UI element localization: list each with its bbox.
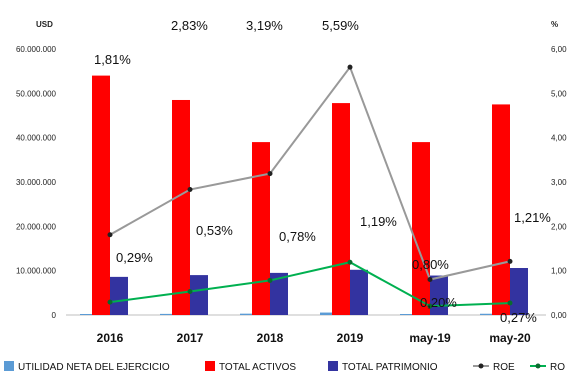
bar-total-activos [92, 75, 110, 315]
data-label-roe: 1,81% [94, 52, 131, 67]
y-right-tick-label: 3,00 [551, 178, 567, 187]
bar-total-patrimonio [350, 269, 368, 315]
point-ro [507, 300, 513, 306]
bar-utilidad-neta-del-ejercicio [80, 314, 92, 315]
bar-total-activos [492, 104, 510, 316]
bar-utilidad-neta-del-ejercicio [240, 313, 252, 315]
point-roe [507, 258, 513, 264]
bar-utilidad-neta-del-ejercicio [160, 313, 172, 315]
bar-total-activos [332, 103, 350, 315]
y-left-tick-label: 50.000.000 [16, 89, 57, 98]
legend-label-total-patrimonio: TOTAL PATRIMONIO [342, 362, 438, 373]
legend-label-roe: ROE [493, 362, 515, 373]
bar-total-patrimonio [190, 275, 208, 315]
y-right-tick-label: 1,00 [551, 267, 567, 276]
legend-label-ro: RO [550, 362, 565, 373]
y-right-tick-label: 0,00 [551, 311, 567, 320]
legend-marker-roe [478, 363, 484, 369]
bar-utilidad-neta-del-ejercicio [480, 313, 492, 315]
point-roe [347, 64, 353, 70]
point-roe [427, 277, 433, 283]
y-right-tick-label: 2,00 [551, 222, 567, 231]
data-label-roe: 1,21% [514, 210, 551, 225]
y-left-tick-label: 30.000.000 [16, 178, 57, 187]
x-tick-label: may-19 [409, 331, 451, 345]
data-label-ro: 0,29% [116, 250, 153, 265]
y-left-tick-label: 60.000.000 [16, 45, 57, 54]
bar-utilidad-neta-del-ejercicio [400, 314, 412, 315]
x-tick-label: 2017 [177, 331, 204, 345]
y-right-tick-label: 6,00 [551, 45, 567, 54]
legend-swatch-total-patrimonio [328, 361, 338, 371]
legend-swatch-total-activos [205, 361, 215, 371]
bar-total-activos [252, 142, 270, 315]
data-label-ro: 0,27% [500, 310, 537, 325]
bar-total-patrimonio [510, 268, 528, 315]
data-label-roe: 0,80% [412, 257, 449, 272]
data-label-roe: 5,59% [322, 18, 359, 33]
y-right-tick-label: 5,00 [551, 89, 567, 98]
x-tick-label: 2018 [257, 331, 284, 345]
point-ro [427, 303, 433, 309]
bar-total-activos [172, 99, 190, 315]
data-label-ro: 0,20% [420, 295, 457, 310]
y-left-tick-label: 40.000.000 [16, 134, 57, 143]
legend-marker-ro [535, 363, 541, 369]
bar-total-patrimonio [110, 276, 128, 315]
point-roe [267, 171, 273, 177]
legend-label-total-activos: TOTAL ACTIVOS [219, 362, 296, 373]
line-roe [109, 65, 511, 281]
y-right-unit: % [551, 20, 558, 29]
x-tick-label: 2019 [337, 331, 364, 345]
x-tick-label: may-20 [489, 331, 531, 345]
y-left-tick-label: 0 [52, 311, 57, 320]
point-roe [187, 187, 193, 193]
data-label-roe: 3,19% [246, 18, 283, 33]
line-ro [109, 261, 511, 308]
legend-label-utilidad-neta-del-ejercicio: UTILIDAD NETA DEL EJERCICIO [18, 362, 170, 373]
bar-total-activos [412, 142, 430, 315]
point-ro [187, 289, 193, 295]
point-ro [267, 277, 273, 283]
bar-total-patrimonio [270, 272, 288, 315]
y-right-tick-label: 4,00 [551, 134, 567, 143]
legend-swatch-utilidad-neta-del-ejercicio [4, 361, 14, 371]
x-tick-label: 2016 [97, 331, 124, 345]
data-label-ro: 0,53% [196, 223, 233, 238]
y-left-unit: USD [36, 20, 53, 29]
data-label-ro: 1,19% [360, 214, 397, 229]
point-ro [347, 259, 353, 265]
y-left-tick-label: 10.000.000 [16, 267, 57, 276]
point-ro [107, 299, 113, 305]
data-label-roe: 2,83% [171, 18, 208, 33]
point-roe [107, 232, 113, 238]
y-left-tick-label: 20.000.000 [16, 222, 57, 231]
bar-utilidad-neta-del-ejercicio [320, 312, 332, 315]
data-label-ro: 0,78% [279, 229, 316, 244]
